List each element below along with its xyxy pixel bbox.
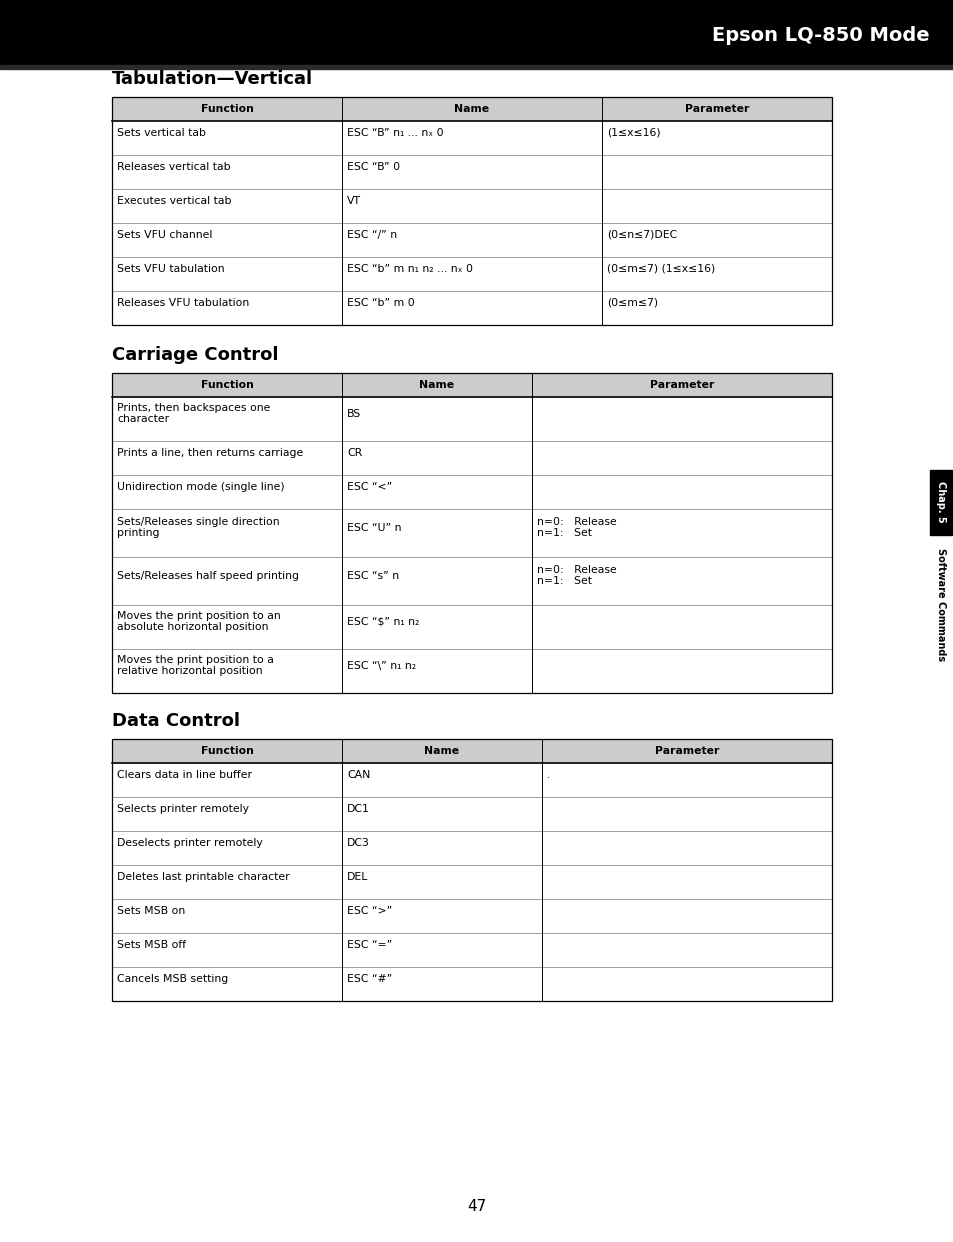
Text: Releases VFU tabulation: Releases VFU tabulation [117, 298, 249, 308]
Text: Software Commands: Software Commands [935, 548, 945, 661]
Text: DC1: DC1 [347, 804, 370, 814]
Text: ESC “U” n: ESC “U” n [347, 523, 401, 533]
Text: CR: CR [347, 447, 362, 457]
Bar [112, 373, 831, 397]
Text: Name: Name [419, 380, 454, 390]
Text: Parameter: Parameter [654, 746, 719, 756]
Text: Executes vertical tab: Executes vertical tab [117, 195, 232, 205]
Text: Name: Name [424, 746, 459, 756]
Text: Unidirection mode (single line): Unidirection mode (single line) [117, 482, 284, 492]
Text: n=0:   Release: n=0: Release [537, 517, 616, 527]
Text: ESC “$” n₁ n₂: ESC “$” n₁ n₂ [347, 616, 419, 626]
Text: relative horizontal position: relative horizontal position [117, 666, 262, 676]
Text: (0≤n≤7)DEC: (0≤n≤7)DEC [606, 230, 677, 240]
Bar [112, 739, 831, 763]
Text: Tabulation—Vertical: Tabulation—Vertical [112, 70, 313, 88]
Text: Parameter: Parameter [684, 104, 748, 114]
Bar [112, 97, 831, 325]
Text: printing: printing [117, 528, 159, 538]
Text: character: character [117, 414, 169, 424]
Text: Cancels MSB setting: Cancels MSB setting [117, 974, 228, 984]
Text: ESC “/” n: ESC “/” n [347, 230, 396, 240]
Text: Prints a line, then returns carriage: Prints a line, then returns carriage [117, 447, 303, 457]
Text: ESC “#”: ESC “#” [347, 974, 392, 984]
Text: BS: BS [347, 409, 361, 419]
Text: n=1:   Set: n=1: Set [537, 528, 592, 538]
Text: Sets/Releases half speed printing: Sets/Releases half speed printing [117, 570, 298, 580]
Text: ESC “b” m 0: ESC “b” m 0 [347, 298, 415, 308]
Text: ESC “=”: ESC “=” [347, 939, 392, 950]
Text: Carriage Control: Carriage Control [112, 347, 278, 364]
Bar [929, 469, 951, 534]
Text: (1≤x≤16): (1≤x≤16) [606, 128, 659, 138]
Text: Prints, then backspaces one: Prints, then backspaces one [117, 404, 270, 414]
Text: ESC “s” n: ESC “s” n [347, 570, 398, 580]
Bar [112, 739, 831, 1001]
Text: Name: Name [454, 104, 489, 114]
Text: ESC “b” m n₁ n₂ ... nₓ 0: ESC “b” m n₁ n₂ ... nₓ 0 [347, 263, 473, 273]
Text: Data Control: Data Control [112, 712, 240, 730]
Text: Sets VFU channel: Sets VFU channel [117, 230, 213, 240]
Text: Moves the print position to an: Moves the print position to an [117, 611, 280, 621]
Text: Sets/Releases single direction: Sets/Releases single direction [117, 517, 279, 527]
Text: Sets MSB on: Sets MSB on [117, 905, 185, 915]
Text: ESC “B” n₁ ... nₓ 0: ESC “B” n₁ ... nₓ 0 [347, 128, 443, 138]
Text: ESC “<”: ESC “<” [347, 482, 392, 492]
Text: Sets MSB off: Sets MSB off [117, 939, 186, 950]
Text: 47: 47 [467, 1200, 486, 1215]
Bar [0, 0, 953, 65]
Text: Deselects printer remotely: Deselects printer remotely [117, 837, 262, 847]
Text: ESC “\” n₁ n₂: ESC “\” n₁ n₂ [347, 661, 416, 671]
Text: CAN: CAN [347, 770, 370, 780]
Text: Parameter: Parameter [649, 380, 714, 390]
Text: (0≤m≤7): (0≤m≤7) [606, 298, 658, 308]
Text: Sets VFU tabulation: Sets VFU tabulation [117, 263, 224, 273]
Text: n=1:   Set: n=1: Set [537, 576, 592, 586]
Text: DC3: DC3 [347, 837, 370, 847]
Text: .: . [546, 770, 550, 780]
Text: ESC “B” 0: ESC “B” 0 [347, 161, 399, 171]
Text: Moves the print position to a: Moves the print position to a [117, 655, 274, 664]
Text: absolute horizontal position: absolute horizontal position [117, 622, 268, 632]
Text: Clears data in line buffer: Clears data in line buffer [117, 770, 252, 780]
Bar [0, 65, 953, 70]
Text: (0≤m≤7) (1≤x≤16): (0≤m≤7) (1≤x≤16) [606, 263, 715, 273]
Text: Releases vertical tab: Releases vertical tab [117, 161, 231, 171]
Text: Chap. 5: Chap. 5 [935, 481, 945, 523]
Text: Function: Function [200, 746, 253, 756]
Text: DEL: DEL [347, 872, 368, 882]
Text: Deletes last printable character: Deletes last printable character [117, 872, 290, 882]
Text: VT: VT [347, 195, 360, 205]
Text: Sets vertical tab: Sets vertical tab [117, 128, 206, 138]
Text: ESC “>”: ESC “>” [347, 905, 392, 915]
Text: Function: Function [200, 104, 253, 114]
Text: Function: Function [200, 380, 253, 390]
Bar [112, 97, 831, 120]
Text: Epson LQ-850 Mode: Epson LQ-850 Mode [712, 26, 929, 45]
Bar [112, 373, 831, 693]
Text: n=0:   Release: n=0: Release [537, 565, 616, 575]
Text: Selects printer remotely: Selects printer remotely [117, 804, 249, 814]
